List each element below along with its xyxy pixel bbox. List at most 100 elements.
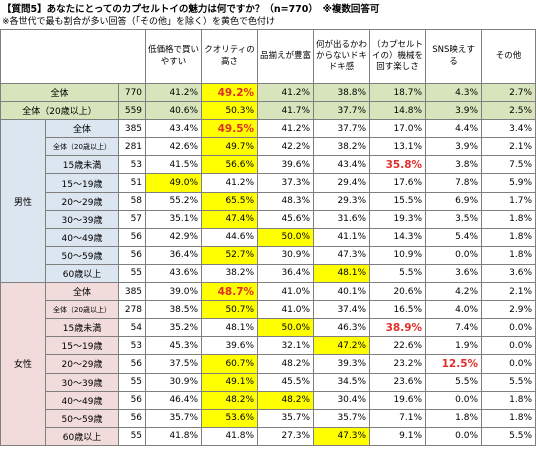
cell-value: 49.5% <box>217 122 255 135</box>
cell: 7.8% <box>425 173 483 193</box>
cell: 2.9% <box>481 300 536 320</box>
group-row: 30～39歳 57 35.1% 47.4% 45.6% 31.6% 19.3% 3.5% 1.8… <box>1 209 536 229</box>
header-blank <box>0 29 147 84</box>
group-row: 60歳以上 55 41.8% 41.8% 27.3% 47.3% 9.1% 0.0% 5.5% <box>1 426 536 446</box>
cell: 47.4% <box>201 209 259 229</box>
column-header: 品揃えが豊富 <box>257 29 315 84</box>
cell-value: 47.4% <box>225 214 255 225</box>
count: 56 <box>117 227 147 247</box>
cell: 1.8% <box>481 227 536 247</box>
cell: 38.2% <box>201 263 259 284</box>
cell: 38.2% <box>313 137 371 157</box>
cell: 2.7% <box>481 82 536 103</box>
column-header: 何が出るかわからないドキドキ感 <box>313 29 371 84</box>
cell: 3.9% <box>425 101 483 121</box>
row-label: 50～59歳 <box>45 408 119 428</box>
cell-value: 48.2% <box>225 395 255 406</box>
row-label: 全体（20歳以上） <box>45 300 119 320</box>
cell: 50.7% <box>201 300 259 320</box>
cell: 27.3% <box>257 426 315 446</box>
total-row: 全体 770 41.2% 49.2% 41.2% 38.8% 18.7% 4.3% 2.7% <box>0 82 536 103</box>
cell: 23.6% <box>369 372 427 392</box>
count: 53 <box>117 155 147 175</box>
group-row: 40～49歳 56 42.9% 44.6% 50.0% 41.1% 14.3% 5.4% 1.8… <box>1 227 536 247</box>
count: 56 <box>117 390 147 410</box>
cell: 50.0% <box>257 318 315 338</box>
count: 385 <box>117 282 147 302</box>
group-row: 50～59歳 56 35.7% 53.6% 35.7% 35.7% 7.1% 1.8% 1.8% <box>1 408 536 428</box>
cell: 3.9% <box>425 137 483 157</box>
count: 56 <box>117 354 147 374</box>
cell: 4.2% <box>425 282 483 302</box>
count: 53 <box>117 336 147 356</box>
cell: 1.8% <box>481 209 536 229</box>
cell-value: 47.2% <box>337 340 367 351</box>
cell: 36.4% <box>145 245 203 265</box>
count: 278 <box>117 300 147 320</box>
cell: 29.4% <box>313 173 371 193</box>
cell-value: 50.7% <box>225 304 255 315</box>
cell: 35.1% <box>145 209 203 229</box>
row-label: 全体 <box>45 119 119 139</box>
cell: 13.1% <box>369 137 427 157</box>
row-label: 全体 <box>45 282 119 302</box>
cell: 5.5% <box>481 372 536 392</box>
group-row: 60歳以上 55 43.6% 38.2% 36.4% 48.1% 5.5% 3.6% 3.6% <box>1 263 536 284</box>
cell: 43.6% <box>145 263 203 284</box>
cell-value: 49.7% <box>225 141 255 152</box>
cell: 35.7% <box>257 408 315 428</box>
cell: 12.5% <box>425 354 483 374</box>
cell: 20.6% <box>369 282 427 302</box>
cell: 47.3% <box>313 245 371 265</box>
count: 57 <box>117 209 147 229</box>
cell-value: 50.3% <box>225 105 255 116</box>
cell-value: 65.5% <box>225 196 255 207</box>
cell: 2.5% <box>481 101 536 121</box>
table: 低価格で買いやすい クオリティの高さ 品揃えが豊富 何が出るかわからないドキドキ感 （カ… <box>0 29 536 446</box>
row-label: 15歳未満 <box>45 155 119 175</box>
cell: 41.8% <box>145 426 203 446</box>
cell: 40.1% <box>313 282 371 302</box>
group-row: 全体（20歳以上） 281 42.6% 49.7% 42.2% 38.2% 13.1% 3.9… <box>1 137 536 157</box>
cell: 34.5% <box>313 372 371 392</box>
column-header: （カプセルトイの）機械を回す楽しさ <box>369 29 427 84</box>
group-row: 15歳未満 53 41.5% 56.6% 39.6% 43.4% 35.8% 3.8% 7.5% <box>1 155 536 175</box>
count: 56 <box>117 408 147 428</box>
cell: 35.7% <box>145 408 203 428</box>
cell: 2.1% <box>481 282 536 302</box>
row-label: 20～29歳 <box>45 191 119 211</box>
row-label: 15歳未満 <box>45 318 119 338</box>
cell: 41.2% <box>257 82 315 103</box>
cell: 42.9% <box>145 227 203 247</box>
group-row: 50～59歳 56 36.4% 52.7% 30.9% 47.3% 10.9% 0.0% 1.8… <box>1 245 536 265</box>
count: 55 <box>117 372 147 392</box>
cell: 19.3% <box>369 209 427 229</box>
cell: 56.6% <box>201 155 259 175</box>
cell: 53.6% <box>201 408 259 428</box>
cell: 42.2% <box>257 137 315 157</box>
cell: 5.5% <box>369 263 427 284</box>
column-header: その他 <box>481 29 536 84</box>
column-header: クオリティの高さ <box>201 29 259 84</box>
row-label: 60歳以上 <box>45 263 119 284</box>
cell: 38.8% <box>313 82 371 103</box>
row-label: 全体（20歳以上） <box>45 137 119 157</box>
cell: 38.9% <box>369 318 427 338</box>
cell: 5.9% <box>481 173 536 193</box>
total-row: 全体（20歳以上） 559 40.6% 50.3% 41.7% 37.7% 14.8% 3.9… <box>0 101 536 121</box>
cell: 30.9% <box>257 245 315 265</box>
cell: 4.3% <box>425 82 483 103</box>
cell: 49.2% <box>201 82 259 103</box>
cell: 37.7% <box>313 119 371 139</box>
cell: 43.4% <box>313 155 371 175</box>
cell-value: 50.0% <box>281 322 311 333</box>
cell: 41.2% <box>145 82 203 103</box>
cell: 37.5% <box>145 354 203 374</box>
cell: 30.9% <box>145 372 203 392</box>
cell: 41.5% <box>145 155 203 175</box>
cell: 47.2% <box>313 336 371 356</box>
cell: 1.9% <box>425 336 483 356</box>
cell: 3.6% <box>425 263 483 284</box>
cell-value: 56.6% <box>225 159 255 170</box>
row-label: 15～19歳 <box>45 173 119 193</box>
